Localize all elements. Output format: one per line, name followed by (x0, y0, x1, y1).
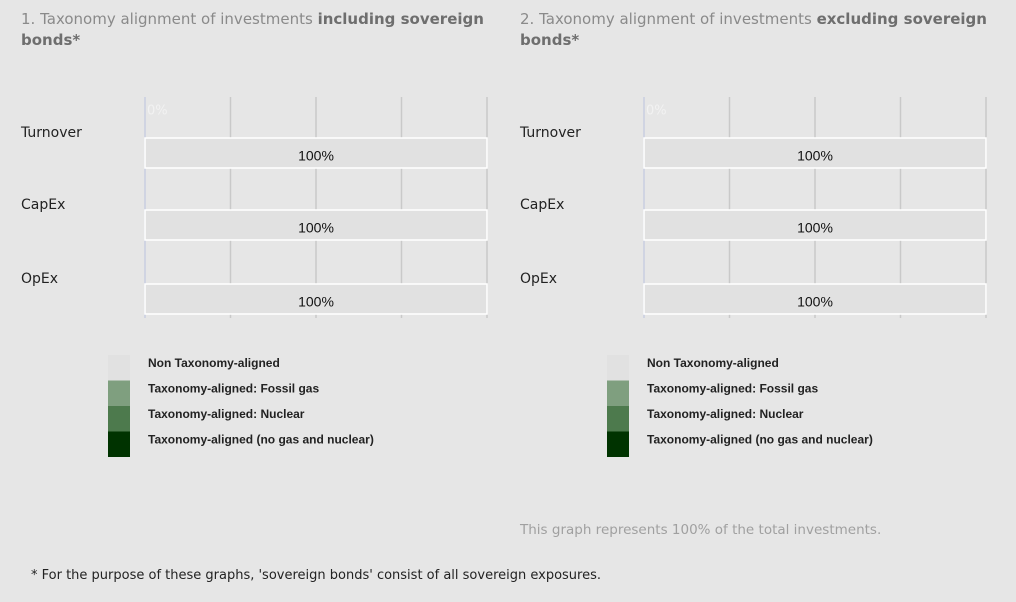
category-label: Turnover (20, 125, 82, 141)
chart-title: 1. Taxonomy alignment of investments inc… (21, 9, 511, 51)
bar-segment (144, 283, 488, 315)
legend-swatch (108, 355, 130, 381)
legend-label: Taxonomy-aligned: Fossil gas (148, 382, 319, 396)
legend-swatch (607, 355, 629, 381)
annotation: 0% (646, 104, 667, 119)
value-label: 100% (797, 220, 833, 236)
category-label: OpEx (21, 271, 58, 287)
title-text: 1. Taxonomy alignment of investments (21, 10, 318, 28)
category-label: OpEx (520, 271, 557, 287)
value-label: 100% (298, 220, 334, 236)
legend-label: Taxonomy-aligned (no gas and nuclear) (647, 433, 873, 447)
value-label: 100% (797, 294, 833, 310)
legend-swatch (607, 406, 629, 432)
bar-segment (144, 209, 488, 241)
legend-label: Non Taxonomy-aligned (148, 356, 280, 370)
annotation: 0% (147, 104, 168, 119)
footnote: * For the purpose of these graphs, 'sove… (31, 568, 602, 583)
legend-label: Taxonomy-aligned: Nuclear (647, 407, 804, 421)
category-label: Turnover (519, 125, 581, 141)
category-label: CapEx (520, 197, 564, 213)
bar-segment (643, 209, 987, 241)
title-emphasis: excluding sovereign bonds* (520, 10, 987, 49)
legend-swatch (108, 431, 130, 457)
legend-label: Non Taxonomy-aligned (647, 356, 779, 370)
title-text: 2. Taxonomy alignment of investments (520, 10, 817, 28)
bar-segment (144, 137, 488, 169)
bar-segment (643, 283, 987, 315)
legend-swatch (108, 406, 130, 432)
legend-label: Taxonomy-aligned (no gas and nuclear) (148, 433, 374, 447)
bar-segment (643, 137, 987, 169)
legend-label: Taxonomy-aligned: Nuclear (148, 407, 305, 421)
legend-swatch (607, 380, 629, 406)
value-label: 100% (298, 148, 334, 164)
coverage-note: This graph represents 100% of the total … (520, 522, 882, 538)
title-emphasis: including sovereign bonds* (21, 10, 484, 49)
legend-label: Taxonomy-aligned: Fossil gas (647, 382, 818, 396)
chart-title: 2. Taxonomy alignment of investments exc… (520, 9, 1010, 51)
value-label: 100% (298, 294, 334, 310)
legend-swatch (108, 380, 130, 406)
category-label: CapEx (21, 197, 65, 213)
value-label: 100% (797, 148, 833, 164)
legend-swatch (607, 431, 629, 457)
